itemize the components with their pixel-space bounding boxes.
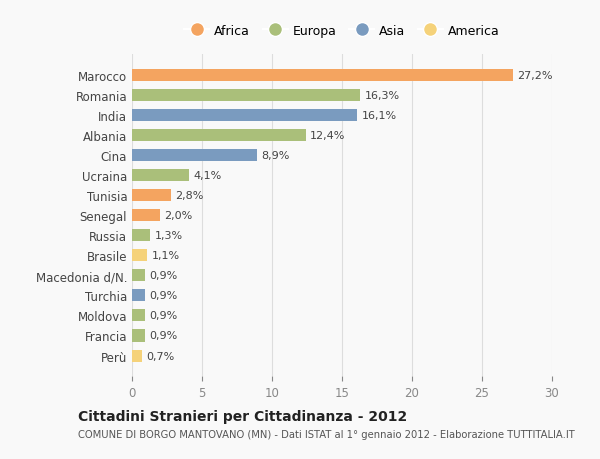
Legend: Africa, Europa, Asia, America: Africa, Europa, Asia, America xyxy=(179,20,505,43)
Text: 0,9%: 0,9% xyxy=(149,311,177,321)
Bar xyxy=(132,170,190,182)
Bar xyxy=(132,90,360,102)
Bar xyxy=(132,230,150,242)
Bar xyxy=(132,310,145,322)
Bar xyxy=(132,190,171,202)
Text: 0,7%: 0,7% xyxy=(146,351,174,361)
Bar xyxy=(132,110,358,122)
Text: 16,3%: 16,3% xyxy=(364,91,400,101)
Text: 2,0%: 2,0% xyxy=(164,211,193,221)
Text: 8,9%: 8,9% xyxy=(261,151,289,161)
Text: 0,9%: 0,9% xyxy=(149,331,177,341)
Text: 1,3%: 1,3% xyxy=(154,231,182,241)
Bar xyxy=(132,130,305,142)
Text: 4,1%: 4,1% xyxy=(194,171,222,181)
Text: 12,4%: 12,4% xyxy=(310,131,345,141)
Bar xyxy=(132,350,142,362)
Text: 1,1%: 1,1% xyxy=(152,251,180,261)
Text: 0,9%: 0,9% xyxy=(149,291,177,301)
Text: COMUNE DI BORGO MANTOVANO (MN) - Dati ISTAT al 1° gennaio 2012 - Elaborazione TU: COMUNE DI BORGO MANTOVANO (MN) - Dati IS… xyxy=(78,429,575,439)
Bar xyxy=(132,270,145,282)
Text: 0,9%: 0,9% xyxy=(149,271,177,281)
Bar xyxy=(132,70,513,82)
Text: 2,8%: 2,8% xyxy=(175,191,204,201)
Bar xyxy=(132,250,148,262)
Bar xyxy=(132,210,160,222)
Bar xyxy=(132,150,257,162)
Bar xyxy=(132,290,145,302)
Bar xyxy=(132,330,145,342)
Text: 16,1%: 16,1% xyxy=(362,111,397,121)
Text: Cittadini Stranieri per Cittadinanza - 2012: Cittadini Stranieri per Cittadinanza - 2… xyxy=(78,409,407,423)
Text: 27,2%: 27,2% xyxy=(517,71,553,81)
